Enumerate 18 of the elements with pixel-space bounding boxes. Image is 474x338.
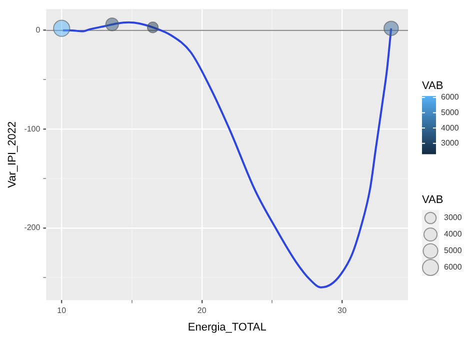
- legend-label: 4000: [444, 230, 462, 239]
- legend-title: VAB: [422, 194, 444, 206]
- color-bar-label: 5000: [441, 108, 460, 117]
- legend-label: 6000: [444, 262, 462, 272]
- y-tick-label: -200: [24, 223, 41, 232]
- color-bar-label: 6000: [441, 92, 460, 102]
- x-tick-label: 30: [338, 306, 348, 316]
- y-axis-title: Var_IPI_2022: [6, 121, 19, 188]
- color-bar-title: VAB: [422, 80, 444, 92]
- color-bar-label: 4000: [441, 123, 460, 132]
- y-tick-label: 0: [36, 26, 41, 35]
- x-axis-title: Energia_TOTAL: [188, 321, 266, 334]
- color-bar-label: 3000: [441, 138, 460, 148]
- x-tick-label: 10: [57, 306, 67, 316]
- y-tick-label: -100: [24, 124, 41, 134]
- legend-label: 3000: [444, 213, 462, 222]
- legend-label: 5000: [444, 246, 462, 256]
- x-tick-label: 20: [197, 306, 207, 316]
